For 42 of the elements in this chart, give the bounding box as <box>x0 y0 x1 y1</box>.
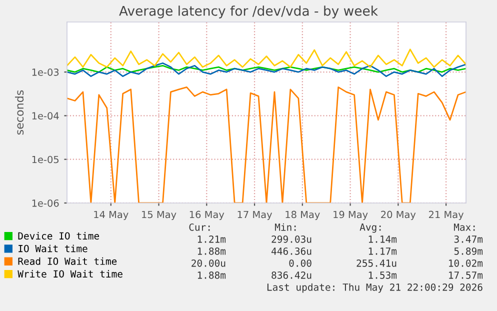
text: 836.42u <box>272 271 312 279</box>
y-tick-label: 1e-03 <box>32 68 59 76</box>
x-tick-label: 15 May <box>142 210 176 220</box>
line-series <box>67 62 466 77</box>
x-tick-label: 18 May <box>286 210 320 220</box>
text: 20.00u <box>192 259 226 267</box>
text: Last update: Thu May 21 22:00:29 2026 <box>267 283 482 293</box>
chart-title: Average latency for /dev/vda - by week <box>119 6 378 18</box>
x-tick-label: 21 May <box>428 210 464 220</box>
text: 1.21m <box>198 235 226 243</box>
text: Avg: <box>360 224 381 233</box>
text: Min: <box>274 223 296 231</box>
text: Max: <box>454 224 475 231</box>
x-tick-label: 14 May <box>94 210 128 220</box>
legend-label: Device IO time <box>18 232 100 240</box>
y-tick-label: 1e-04 <box>32 112 59 120</box>
text: 1.14m <box>368 236 397 243</box>
text: 10.02m <box>449 259 483 267</box>
text: 1.88m <box>198 247 226 255</box>
line-series <box>67 48 466 68</box>
text: 1.88m <box>198 271 226 279</box>
text: 255.41u <box>356 259 396 267</box>
legend-label: IO Wait time <box>18 244 88 252</box>
x-tick-label: 19 May <box>334 210 368 220</box>
y-axis-title: seconds <box>15 90 24 135</box>
line-series <box>67 64 466 73</box>
text: 446.36u <box>272 247 312 255</box>
text: 1.53m <box>368 271 397 279</box>
y-tick-label: 1e-06 <box>32 199 59 207</box>
text: 0.00 <box>289 259 312 267</box>
text: 299.03u <box>272 235 312 243</box>
x-tick-label: 20 May <box>381 210 416 220</box>
legend-label: Write IO Wait time <box>18 270 122 278</box>
text: 5.89m <box>454 247 483 255</box>
text: 3.47m <box>454 235 483 243</box>
text: Cur: <box>189 223 210 231</box>
y-tick-label: 1e-05 <box>32 156 59 164</box>
x-tick-label: 17 May <box>238 210 272 220</box>
text: 17.57m <box>449 272 483 279</box>
text: 1.17m <box>368 248 397 255</box>
x-tick-label: 16 May <box>190 210 224 220</box>
legend-label: Read IO Wait time <box>18 257 117 265</box>
